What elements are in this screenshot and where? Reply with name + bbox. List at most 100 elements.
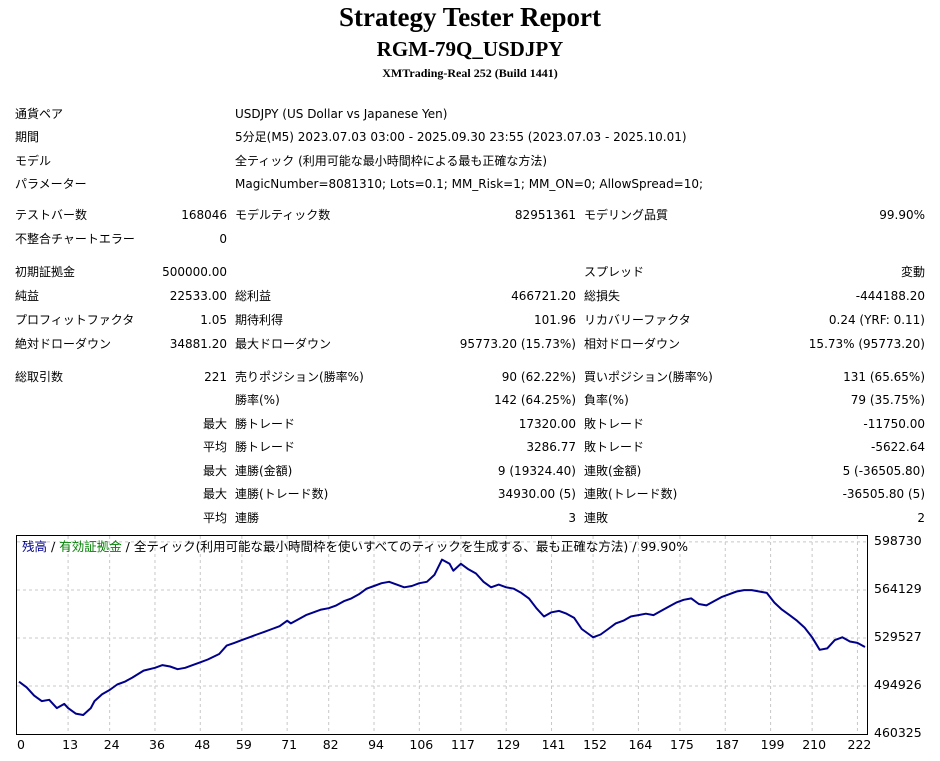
stats-row-cons-cnt: 最大 連勝(トレード数) 34930.00 (5) 連敗(トレード数) -365…	[0, 485, 940, 503]
bars-label: テストバー数	[15, 208, 88, 222]
period-value: 5分足(M5) 2023.07.03 03:00 - 2025.09.30 23…	[235, 130, 687, 144]
balance-series-line	[18, 558, 866, 716]
x-tick-label: 94	[368, 737, 384, 752]
max-dd-value: 95773.20 (15.73%)	[459, 337, 576, 351]
mismatch-value: 0	[219, 232, 227, 246]
y-tick-label: 598730	[874, 532, 922, 548]
recovery-value: 0.24 (YRF: 0.11)	[828, 313, 925, 327]
symbol-value: USDJPY (US Dollar vs Japanese Yen)	[235, 107, 448, 121]
quality-label: モデリング品質	[584, 208, 669, 222]
model-label: モデル	[15, 154, 52, 168]
chart-legend: 残高 / 有効証拠金 / 全ティック(利用可能な最小時間枠を使いすべてのティック…	[22, 539, 688, 555]
gross-profit-label: 総利益	[235, 289, 272, 303]
x-tick-label: 187	[715, 737, 740, 752]
cons-loss-amt-label: 連敗(金額)	[584, 464, 642, 478]
report-title: Strategy Tester Report	[339, 2, 601, 32]
deposit-value: 500000.00	[162, 265, 227, 279]
cons-win-cnt-label: 連勝(トレード数)	[235, 487, 329, 501]
rel-dd-label: 相対ドローダウン	[584, 337, 681, 351]
loss-rate-label: 負率(%)	[584, 393, 629, 407]
cons-win-cnt-value: 34930.00 (5)	[497, 487, 576, 501]
stats-row-pf: プロフィットファクタ 1.05 期待利得 101.96 リカバリーファクタ 0.…	[0, 311, 940, 329]
loss-rate-value: 79 (35.75%)	[850, 393, 925, 407]
avg-cons-win-value: 3	[568, 511, 576, 525]
stats-row-trades: 総取引数 221 売りポジション(勝率%) 90 (62.22%) 買いポジショ…	[0, 368, 940, 386]
x-tick-label: 24	[103, 737, 120, 752]
max-label-2: 最大	[202, 464, 227, 478]
cons-loss-cnt-value: -36505.80 (5)	[842, 487, 925, 501]
stats-row-avg-cons: 平均 連勝 3 連敗 2	[0, 509, 940, 527]
gross-profit-value: 466721.20	[511, 289, 576, 303]
avg-loss-label: 敗トレード	[584, 440, 645, 454]
max-label: 最大	[202, 417, 227, 431]
y-tick-label: 494926	[874, 676, 922, 692]
avg-win-value: 3286.77	[526, 440, 576, 454]
params-value: MagicNumber=8081310; Lots=0.1; MM_Risk=1…	[235, 177, 704, 191]
legend-equity: 有効証拠金	[59, 539, 122, 554]
x-tick-label: 222	[847, 737, 872, 752]
x-tick-label: 106	[409, 737, 434, 752]
max-loss-label: 敗トレード	[584, 417, 645, 431]
x-tick-label: 71	[281, 737, 298, 752]
expected-value: 101.96	[534, 313, 576, 327]
x-tick-label: 199	[760, 737, 785, 752]
avg-cons-loss-value: 2	[917, 511, 925, 525]
stats-row-avg-trade: 平均 勝トレード 3286.77 敗トレード -5622.64	[0, 438, 940, 456]
model-value: 全ティック (利用可能な最小時間枠による最も正確な方法)	[235, 154, 548, 168]
expected-label: 期待利得	[235, 313, 284, 327]
stats-row-winrate: 勝率(%) 142 (64.25%) 負率(%) 79 (35.75%)	[0, 391, 940, 409]
avg-label-2: 平均	[202, 511, 227, 525]
x-tick-label: 141	[541, 737, 566, 752]
server-info: XMTrading-Real 252 (Build 1441)	[382, 66, 558, 80]
balance-chart: 残高 / 有効証拠金 / 全ティック(利用可能な最小時間枠を使いすべてのティック…	[16, 535, 868, 735]
long-value: 131 (65.65%)	[843, 370, 925, 384]
max-win-value: 17320.00	[518, 417, 576, 431]
pf-value: 1.05	[200, 313, 227, 327]
pf-label: プロフィットファクタ	[15, 313, 135, 327]
settings-row-model: モデル 全ティック (利用可能な最小時間枠による最も正確な方法)	[0, 152, 940, 170]
symbol-label: 通貨ペア	[15, 107, 64, 121]
cons-win-amt-value: 9 (19324.40)	[497, 464, 576, 478]
trades-label: 総取引数	[15, 370, 64, 384]
max-dd-label: 最大ドローダウン	[235, 337, 332, 351]
settings-row-symbol: 通貨ペア USDJPY (US Dollar vs Japanese Yen)	[0, 105, 940, 123]
x-tick-label: 36	[149, 737, 165, 752]
settings-row-period: 期間 5分足(M5) 2023.07.03 03:00 - 2025.09.30…	[0, 128, 940, 146]
legend-balance: 残高	[22, 539, 48, 554]
avg-win-label: 勝トレード	[235, 440, 296, 454]
short-value: 90 (62.22%)	[501, 370, 576, 384]
stats-row-deposit: 初期証拠金 500000.00 スプレッド 変動	[0, 263, 940, 281]
stats-row-bars: テストバー数 168046 モデルティック数 82951361 モデリング品質 …	[0, 206, 940, 224]
legend-description: / 全ティック(利用可能な最小時間枠を使いすべてのティックを生成する、最も正確な…	[121, 539, 689, 554]
x-tick-label: 13	[62, 737, 79, 752]
abs-dd-label: 絶対ドローダウン	[15, 337, 112, 351]
ticks-value: 82951361	[514, 208, 576, 222]
trades-value: 221	[204, 370, 227, 384]
x-tick-label: 164	[628, 737, 653, 752]
balance-chart-svg	[17, 536, 867, 734]
x-tick-label: 175	[670, 737, 694, 752]
ea-name: RGM-79Q_USDJPY	[376, 37, 564, 61]
x-tick-label: 82	[322, 737, 339, 752]
spread-label: スプレッド	[584, 265, 645, 279]
gross-loss-value: -444188.20	[855, 289, 925, 303]
x-tick-label: 117	[450, 737, 475, 752]
y-tick-label: 529527	[874, 628, 922, 644]
win-rate-value: 142 (64.25%)	[494, 393, 576, 407]
short-label: 売りポジション(勝率%)	[235, 370, 364, 384]
net-label: 純益	[15, 289, 40, 303]
stats-row-dd: 絶対ドローダウン 34881.20 最大ドローダウン 95773.20 (15.…	[0, 335, 940, 353]
spread-value: 変動	[900, 265, 925, 279]
x-tick-label: 129	[496, 737, 521, 752]
cons-loss-amt-value: 5 (-36505.80)	[842, 464, 925, 478]
settings-row-params: パラメーター MagicNumber=8081310; Lots=0.1; MM…	[0, 175, 940, 193]
rel-dd-value: 15.73% (95773.20)	[808, 337, 925, 351]
deposit-label: 初期証拠金	[15, 265, 76, 279]
legend-separator: /	[47, 539, 60, 554]
win-rate-label: 勝率(%)	[235, 393, 280, 407]
x-tick-label: 48	[194, 737, 211, 752]
max-label-3: 最大	[202, 487, 227, 501]
cons-loss-cnt-label: 連敗(トレード数)	[584, 487, 678, 501]
long-label: 買いポジション(勝率%)	[584, 370, 713, 384]
params-label: パラメーター	[15, 177, 87, 191]
